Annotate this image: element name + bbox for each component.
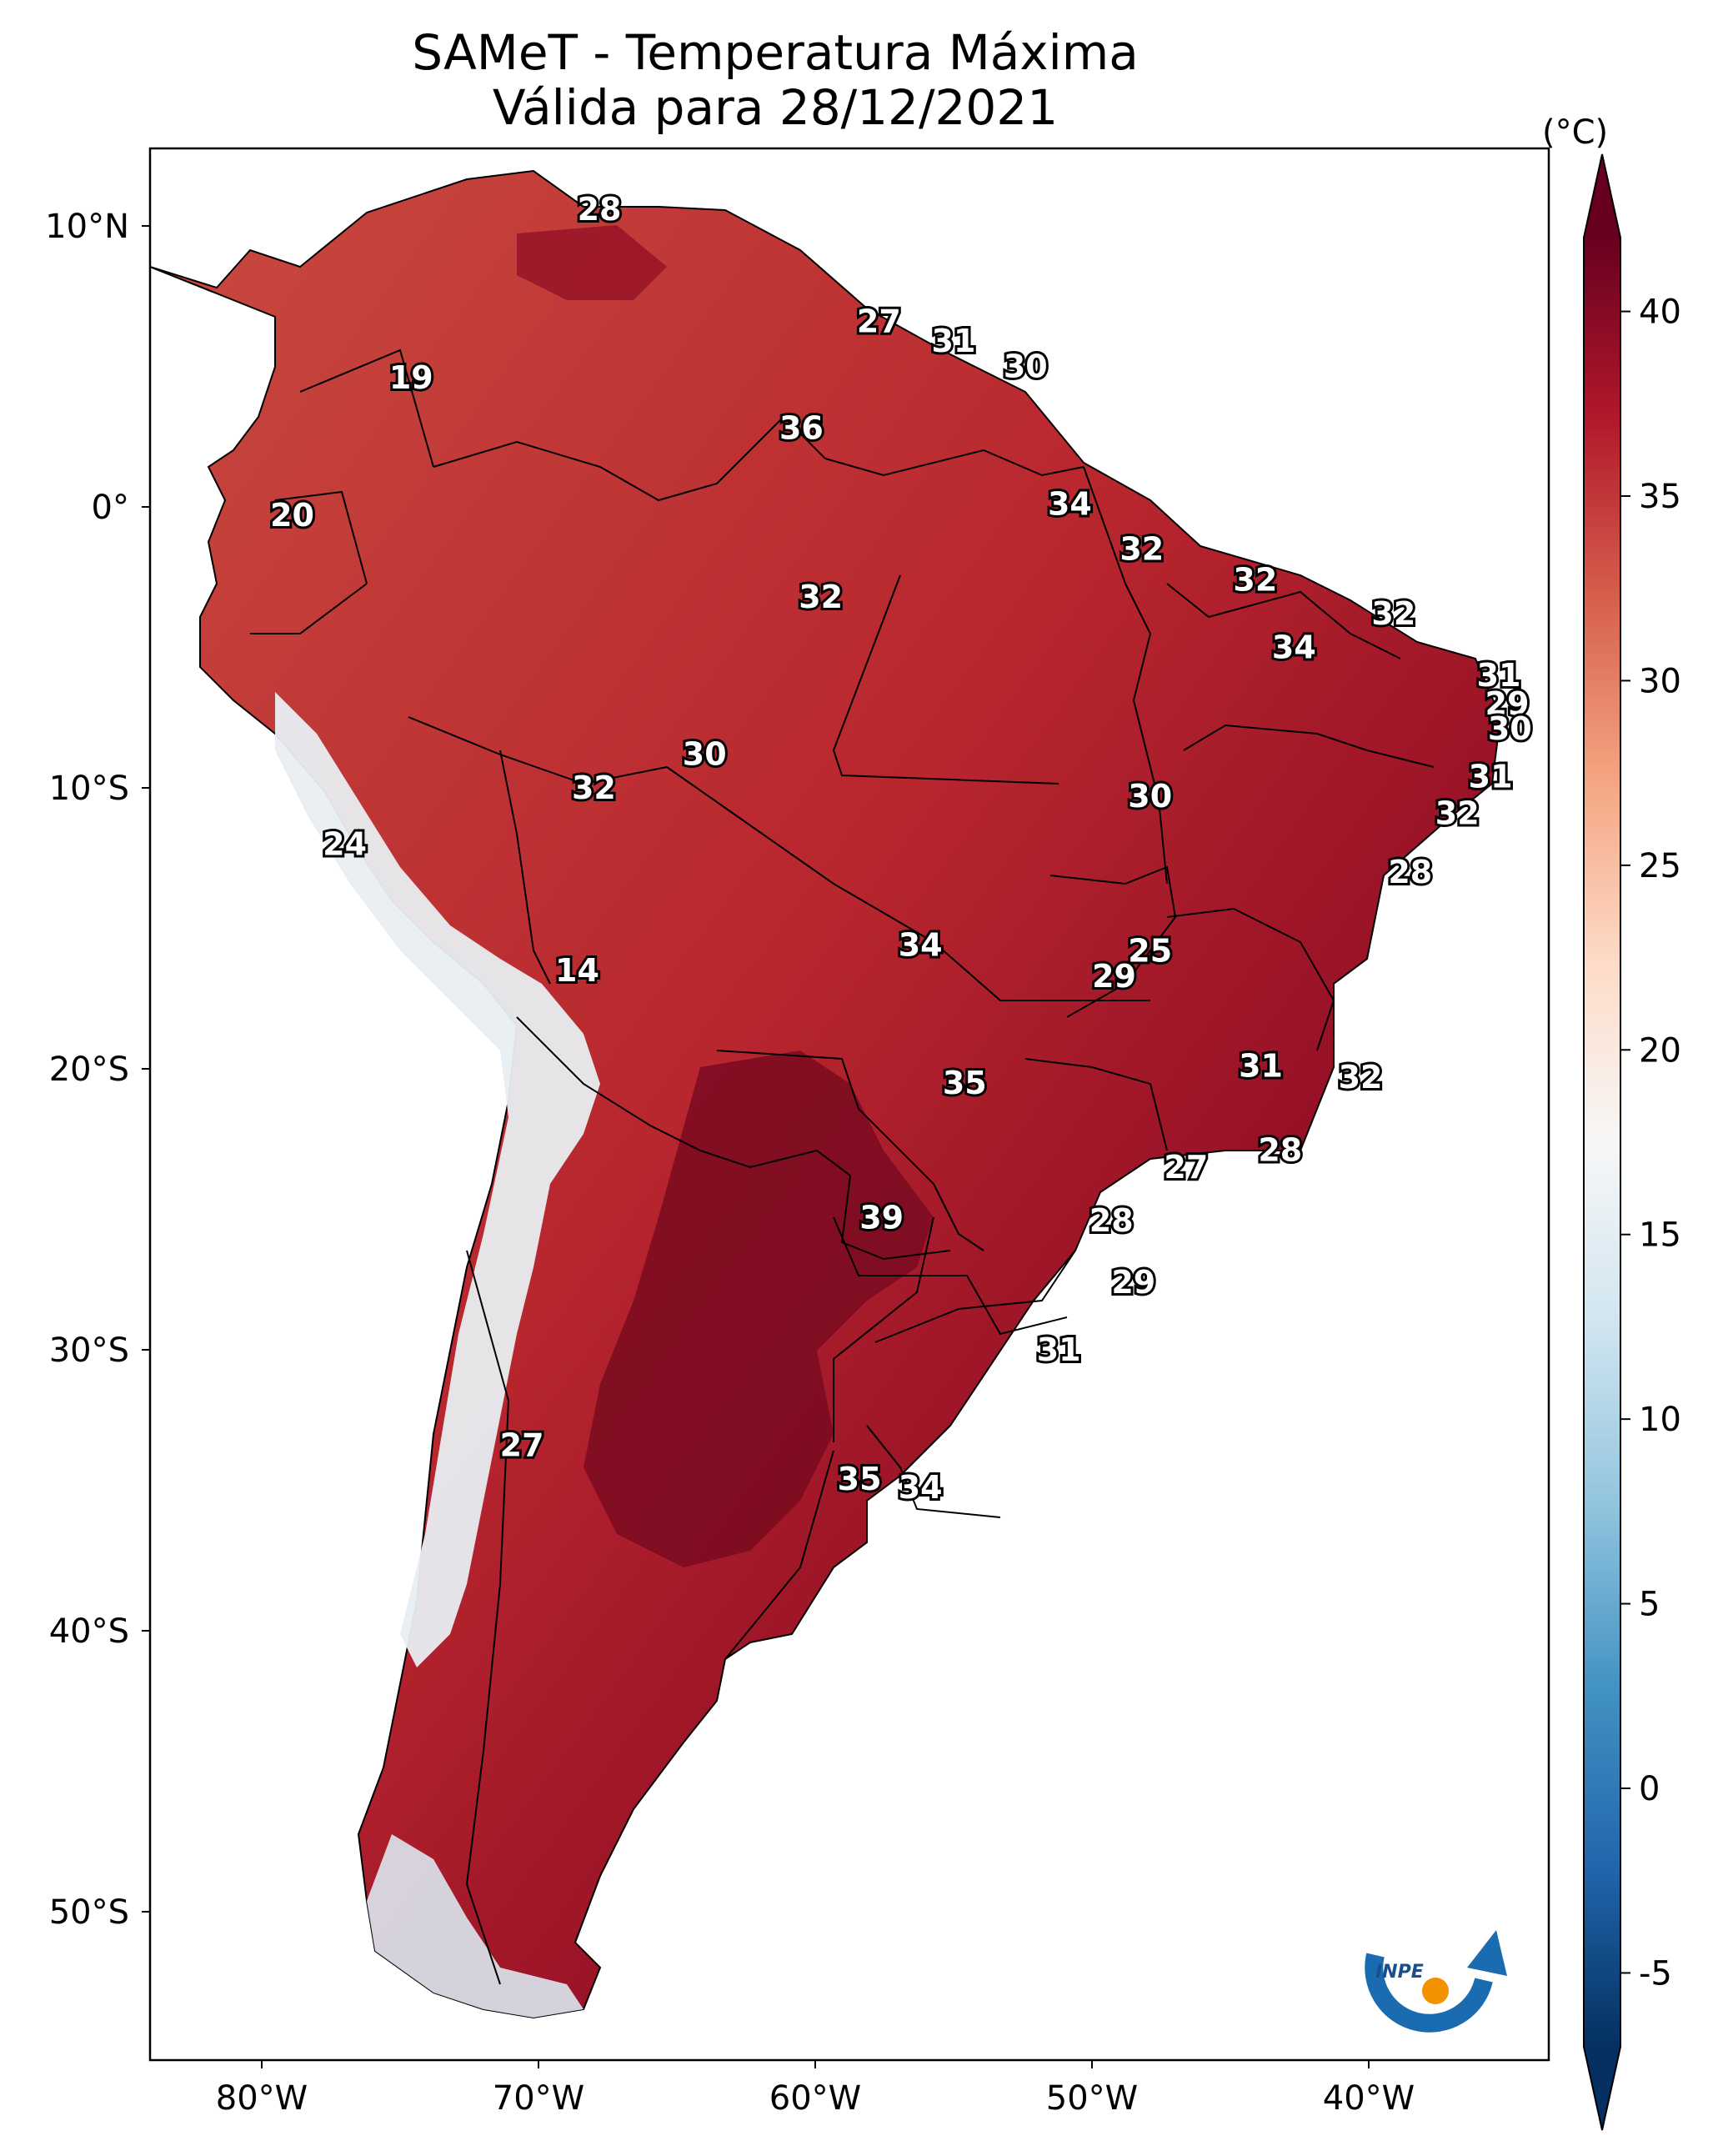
temperature-label: 28	[578, 191, 622, 228]
temperature-label: 34	[899, 1469, 943, 1506]
temperature-label: 32	[799, 579, 843, 615]
x-tick-label: 60°W	[769, 2079, 861, 2118]
y-tick-label: 0°	[92, 489, 129, 527]
temperature-label: 35	[943, 1065, 987, 1101]
temperature-label: 32	[1119, 531, 1164, 568]
x-tick-label: 80°W	[216, 2079, 308, 2118]
patagonia-cool-band	[367, 1834, 584, 2018]
y-tick-label: 50°S	[49, 1893, 129, 1932]
colorbar-outline	[1583, 153, 1621, 2131]
temperature-label: 32	[1233, 562, 1277, 599]
x-axis: 80°W 70°W 60°W 50°W 40°W	[216, 2060, 1415, 2118]
colorbar-min-extend	[1584, 2047, 1620, 2130]
map-title: SAMeT - Temperatura Máxima	[412, 24, 1139, 81]
temperature-label: 27	[500, 1427, 544, 1464]
country-borders	[250, 348, 1435, 1985]
y-tick-label: 20°S	[49, 1050, 129, 1089]
temperature-label: 32	[1371, 595, 1415, 632]
x-tick-label: 50°W	[1046, 2079, 1138, 2118]
temperature-label: 24	[323, 825, 367, 862]
colorbar-unit: (°C)	[1542, 113, 1608, 152]
temperature-label: 39	[859, 1200, 904, 1236]
temperature-label: 34	[899, 927, 943, 964]
logo-arc	[1365, 1953, 1493, 2033]
colorbar-tick-label: 10	[1639, 1401, 1681, 1439]
temperature-label: 30	[1004, 348, 1048, 385]
temperature-label: 28	[1258, 1132, 1302, 1169]
colorbar-tick-label: 0	[1639, 1770, 1660, 1808]
temperature-label: 32	[1339, 1059, 1383, 1096]
temperature-label: 30	[1488, 710, 1532, 747]
hot-core-region	[584, 1050, 934, 1567]
map-subtitle: Válida para 28/12/2021	[492, 79, 1059, 136]
y-axis: 10°N 0° 10°S 20°S 30°S 40°S 50°S	[45, 208, 150, 1932]
temperature-label: 14	[555, 952, 599, 989]
colorbar-tick-label: 30	[1639, 662, 1681, 700]
temperature-label: 32	[572, 770, 616, 806]
temperature-label: 28	[1388, 854, 1432, 890]
colorbar-tick-label: 25	[1639, 847, 1681, 885]
temperature-label: 27	[857, 303, 901, 340]
colorbar-tick-label: 15	[1639, 1216, 1681, 1255]
colorbar-gradient	[1584, 238, 1620, 2047]
x-tick-label: 70°W	[493, 2079, 584, 2118]
hot-north-region	[517, 225, 667, 300]
logo-dot	[1422, 1978, 1449, 2004]
axes-frame	[148, 147, 1550, 2062]
temperature-label: 31	[932, 323, 976, 359]
temperature-label: 35	[838, 1461, 882, 1497]
y-tick-label: 10°N	[45, 208, 129, 246]
colorbar-tick-label: -5	[1639, 1954, 1672, 1993]
temperature-label: 34	[1272, 629, 1316, 666]
temperature-label: 31	[1477, 657, 1521, 694]
temperature-label: 30	[683, 736, 727, 773]
colorbar-ticks: 40 35 30 25 20 15 10 5 0 -5	[1620, 293, 1681, 1993]
y-tick-label: 30°S	[49, 1331, 129, 1370]
y-tick-label: 10°S	[49, 770, 129, 808]
temperature-label: 32	[1435, 795, 1480, 831]
temperature-label: 36	[779, 410, 824, 447]
logo-text: INPE	[1375, 1962, 1424, 1983]
colorbar-tick-label: 40	[1639, 293, 1681, 332]
temperature-label: 31	[1239, 1048, 1283, 1085]
temperature-label: 34	[1048, 486, 1092, 523]
temperature-label: 28	[1089, 1202, 1134, 1239]
temperature-label: 29	[1111, 1264, 1155, 1301]
colorbar: 40 35 30 25 20 15 10 5 0 -5 (°C)	[1542, 113, 1681, 2131]
x-tick-label: 40°W	[1323, 2079, 1415, 2118]
inpe-logo: INPE	[1365, 1930, 1507, 2033]
y-tick-label: 40°S	[49, 1612, 129, 1651]
temperature-label: 29	[1092, 958, 1136, 995]
temperature-label: 20	[270, 497, 314, 534]
temperature-label: 31	[1037, 1331, 1081, 1368]
andes-cool-band	[275, 692, 600, 1667]
colorbar-max-extend	[1584, 154, 1620, 238]
temperature-label: 25	[1128, 932, 1172, 969]
temperature-label: 31	[1469, 759, 1513, 795]
logo-arrow	[1467, 1930, 1507, 1976]
colorbar-tick-label: 35	[1639, 478, 1681, 516]
temperature-label: 30	[1128, 778, 1172, 815]
colorbar-tick-label: 20	[1639, 1031, 1681, 1070]
temperature-label: 19	[389, 359, 433, 396]
temperature-label: 27	[1164, 1149, 1208, 1186]
colorbar-tick-label: 5	[1639, 1586, 1660, 1624]
temperature-label: 29	[1485, 685, 1530, 722]
